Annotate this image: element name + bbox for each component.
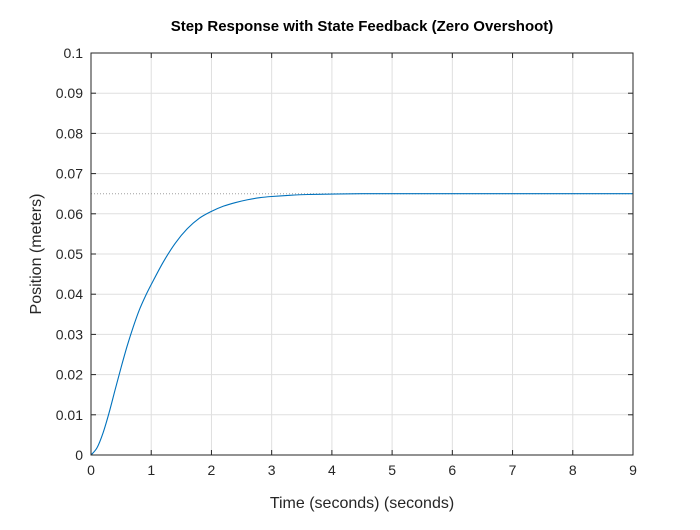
y-tick-label: 0.1 <box>64 45 84 61</box>
y-axis-label: Position (meters) <box>28 194 45 315</box>
x-tick-label: 9 <box>629 462 637 478</box>
x-tick-label: 2 <box>208 462 216 478</box>
x-tick-label: 4 <box>328 462 336 478</box>
series-line <box>90 193 633 456</box>
y-tick-label: 0.04 <box>56 286 83 302</box>
x-axis-label: Time (seconds) (seconds) <box>270 495 454 512</box>
x-tick-label: 3 <box>268 462 276 478</box>
y-tick-label: 0.01 <box>56 407 83 423</box>
y-tick-label: 0.02 <box>56 367 83 383</box>
x-tick-label: 7 <box>509 462 517 478</box>
y-tick-label: 0.09 <box>56 85 83 101</box>
x-tick-label: 8 <box>569 462 577 478</box>
ticks: 0 1 2 3 4 5 6 7 8 9 0 0.01 0.02 0.03 0.04 0.05 0.06 0.07 0… <box>56 45 637 478</box>
chart-title: Step Response with State Feedback (Zero … <box>171 18 554 35</box>
x-tick-label: 6 <box>448 462 456 478</box>
y-tick-label: 0.03 <box>56 326 83 342</box>
y-tick-label: 0.05 <box>56 246 83 262</box>
x-tick-label: 0 <box>87 462 95 478</box>
y-tick-label: 0 <box>75 447 83 463</box>
x-tick-label: 1 <box>147 462 155 478</box>
y-tick-label: 0.06 <box>56 206 83 222</box>
y-tick-label: 0.08 <box>56 125 83 141</box>
y-tick-label: 0.07 <box>56 166 83 182</box>
x-tick-label: 5 <box>388 462 396 478</box>
